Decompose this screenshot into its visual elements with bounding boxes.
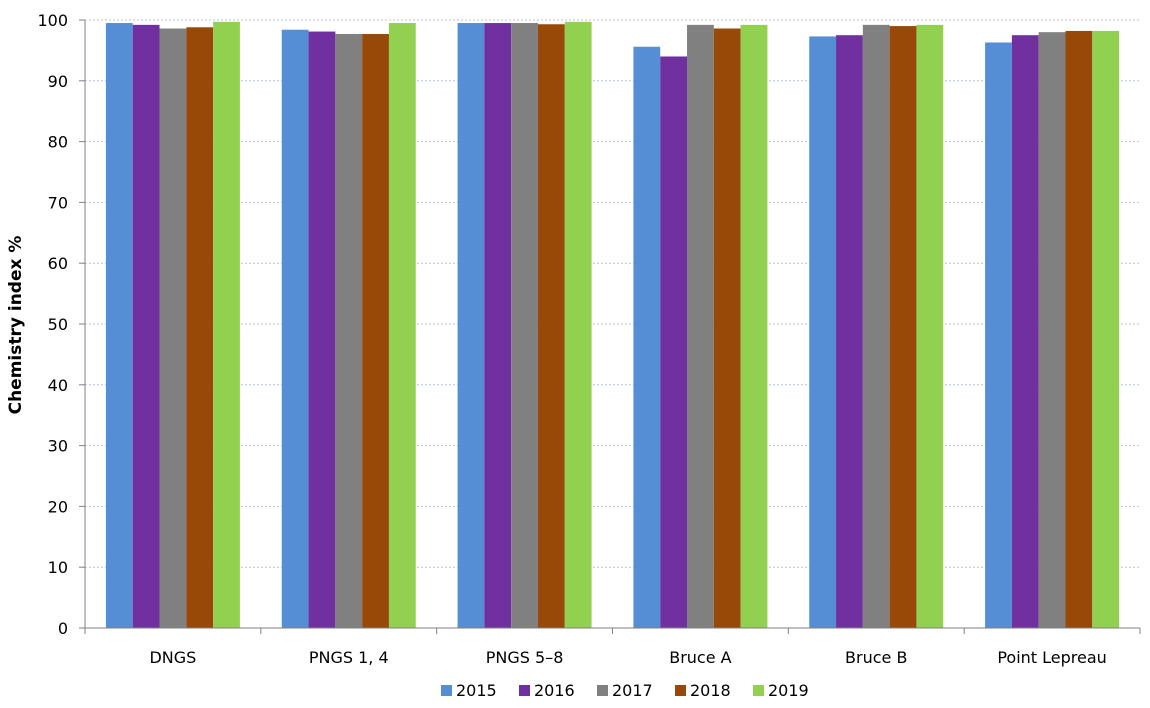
bar-2019-4 xyxy=(916,24,944,628)
category-label: PNGS 1, 4 xyxy=(309,648,389,667)
bar-2015-3 xyxy=(633,46,661,628)
category-label: Bruce A xyxy=(669,648,731,667)
gridlines xyxy=(85,19,1140,568)
y-tick-label: 70 xyxy=(48,193,68,212)
bars xyxy=(105,21,1120,629)
bar-2017-5 xyxy=(1038,32,1066,629)
legend-label: 2019 xyxy=(768,681,809,700)
legend: 2015 2016 2017 2018 2019 xyxy=(441,681,809,700)
bar-2015-1 xyxy=(281,29,309,628)
bar-2017-4 xyxy=(862,24,890,628)
category-label: Bruce B xyxy=(845,648,907,667)
y-tick-label: 50 xyxy=(48,315,68,334)
y-tick-label: 20 xyxy=(48,497,68,516)
legend-label: 2016 xyxy=(534,681,575,700)
y-tick-label: 10 xyxy=(48,558,68,577)
legend-swatch-2017 xyxy=(597,685,608,696)
bar-2017-2 xyxy=(511,23,538,629)
bar-2017-1 xyxy=(335,33,363,628)
y-tick-labels: 0 10 20 30 40 50 60 70 80 90 100 xyxy=(37,11,68,638)
bar-2019-0 xyxy=(213,21,240,629)
bar-2015-4 xyxy=(809,36,837,628)
y-tick-label: 80 xyxy=(48,133,68,152)
legend-swatch-2018 xyxy=(675,685,686,696)
bar-2016-1 xyxy=(308,31,336,628)
y-tick-label: 90 xyxy=(48,72,68,91)
legend-swatch-2015 xyxy=(441,685,452,696)
legend-label: 2017 xyxy=(612,681,653,700)
legend-swatch-2019 xyxy=(753,685,764,696)
bar-2017-0 xyxy=(159,28,187,628)
bar-2016-0 xyxy=(132,24,160,628)
y-tick-label: 100 xyxy=(37,11,68,30)
bar-2018-2 xyxy=(537,24,565,629)
bar-2015-0 xyxy=(105,23,133,629)
bar-2019-1 xyxy=(388,23,416,629)
legend-label: 2018 xyxy=(690,681,731,700)
y-tick-label: 30 xyxy=(48,437,68,456)
bar-2015-2 xyxy=(457,23,485,629)
y-axis-title: Chemistry index % xyxy=(6,236,26,415)
bar-2019-3 xyxy=(740,24,768,628)
bar-2018-1 xyxy=(362,33,389,628)
bar-2016-3 xyxy=(660,56,688,629)
bar-2016-2 xyxy=(484,23,512,629)
bar-2019-5 xyxy=(1092,30,1120,629)
bar-2018-0 xyxy=(186,27,214,628)
legend-label: 2015 xyxy=(456,681,497,700)
bar-2017-3 xyxy=(687,24,714,628)
bar-2019-2 xyxy=(564,21,592,629)
bar-2018-3 xyxy=(713,28,741,628)
bar-2018-4 xyxy=(889,26,917,628)
y-tick-label: 60 xyxy=(48,254,68,273)
bar-2018-5 xyxy=(1065,30,1093,629)
category-labels: DNGS PNGS 1, 4 PNGS 5–8 Bruce A Bruce B Point… xyxy=(149,648,1106,667)
bar-2015-5 xyxy=(985,42,1012,629)
category-label: PNGS 5–8 xyxy=(486,648,564,667)
bar-2016-5 xyxy=(1011,35,1039,628)
y-tick-label: 0 xyxy=(58,619,68,638)
bar-2016-4 xyxy=(836,35,863,628)
category-label: Point Lepreau xyxy=(997,648,1106,667)
axes xyxy=(79,19,1141,634)
legend-swatch-2016 xyxy=(519,685,530,696)
y-tick-label: 40 xyxy=(48,376,68,395)
category-label: DNGS xyxy=(149,648,196,667)
